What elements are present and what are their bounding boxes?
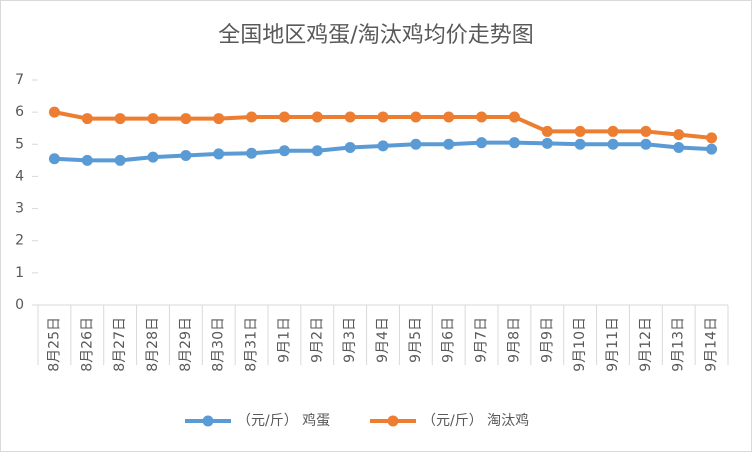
data-point bbox=[213, 148, 225, 160]
x-tick-label: 8月28日 bbox=[145, 317, 161, 372]
data-point bbox=[706, 132, 718, 144]
data-point bbox=[541, 137, 553, 149]
data-point bbox=[476, 111, 488, 123]
legend-marker bbox=[387, 415, 399, 427]
x-tick-label: 9月10日 bbox=[572, 317, 588, 372]
data-point bbox=[410, 111, 422, 123]
data-point bbox=[607, 125, 619, 137]
x-tick-label: 9月5日 bbox=[408, 317, 424, 363]
x-tick-label: 9月6日 bbox=[441, 317, 457, 363]
x-tick-label: 9月11日 bbox=[605, 317, 621, 372]
x-tick-label: 9月12日 bbox=[638, 317, 654, 372]
data-point bbox=[476, 137, 488, 149]
data-point bbox=[673, 129, 685, 141]
data-point bbox=[508, 137, 520, 149]
x-tick-label: 8月25日 bbox=[46, 317, 62, 372]
data-point bbox=[81, 154, 93, 166]
data-point bbox=[147, 151, 159, 163]
data-point bbox=[377, 111, 389, 123]
y-tick-label: 1 bbox=[15, 265, 24, 281]
data-point bbox=[278, 111, 290, 123]
data-point bbox=[574, 138, 586, 150]
data-point bbox=[311, 111, 323, 123]
data-point bbox=[377, 140, 389, 152]
data-point bbox=[541, 125, 553, 137]
x-tick-label: 9月7日 bbox=[474, 317, 490, 363]
y-tick-label: 0 bbox=[15, 297, 24, 313]
x-tick-label: 8月26日 bbox=[79, 317, 95, 372]
x-tick-label: 9月8日 bbox=[506, 317, 522, 363]
x-tick-label: 8月30日 bbox=[211, 317, 227, 372]
data-point bbox=[673, 142, 685, 153]
data-point bbox=[147, 113, 159, 125]
data-point bbox=[311, 145, 323, 157]
data-point bbox=[410, 138, 422, 150]
chart-title: 全国地区鸡蛋/淘汰鸡均价走势图 bbox=[218, 23, 533, 48]
y-tick-label: 4 bbox=[15, 168, 24, 184]
legend-marker bbox=[202, 415, 214, 427]
data-point bbox=[574, 125, 586, 137]
x-tick-label: 9月1日 bbox=[276, 317, 292, 363]
x-tick-label: 9月2日 bbox=[309, 317, 325, 363]
data-point bbox=[48, 106, 60, 118]
x-tick-label: 9月3日 bbox=[342, 317, 358, 363]
data-point bbox=[344, 142, 356, 153]
y-tick-label: 5 bbox=[15, 136, 24, 152]
legend-label: （元/斤） 淘汰鸡 bbox=[422, 412, 529, 429]
data-point bbox=[213, 113, 225, 125]
data-point bbox=[278, 145, 290, 157]
data-point bbox=[246, 147, 258, 159]
y-tick-label: 3 bbox=[15, 201, 24, 217]
x-tick-label: 9月9日 bbox=[539, 317, 555, 363]
y-tick-label: 7 bbox=[15, 72, 24, 88]
data-point bbox=[607, 138, 619, 150]
x-tick-label: 8月31日 bbox=[244, 317, 260, 372]
data-point bbox=[443, 138, 455, 150]
x-tick-label: 8月29日 bbox=[178, 317, 194, 372]
data-point bbox=[246, 111, 258, 123]
data-point bbox=[114, 154, 126, 166]
data-point bbox=[180, 150, 192, 162]
data-point bbox=[48, 153, 60, 165]
data-point bbox=[180, 113, 192, 125]
data-point bbox=[81, 113, 93, 125]
data-point bbox=[640, 138, 652, 150]
y-tick-label: 6 bbox=[15, 104, 24, 120]
legend-label: （元/斤） 鸡蛋 bbox=[237, 412, 330, 429]
data-point bbox=[508, 111, 520, 123]
data-point bbox=[706, 143, 718, 155]
data-point bbox=[443, 111, 455, 123]
x-tick-label: 9月14日 bbox=[704, 317, 720, 372]
data-point bbox=[344, 111, 356, 123]
data-point bbox=[640, 125, 652, 137]
x-tick-label: 9月4日 bbox=[375, 317, 391, 363]
x-tick-label: 9月13日 bbox=[671, 317, 687, 372]
data-point bbox=[114, 113, 126, 125]
x-tick-label: 8月27日 bbox=[112, 317, 128, 372]
y-tick-label: 2 bbox=[15, 233, 24, 249]
